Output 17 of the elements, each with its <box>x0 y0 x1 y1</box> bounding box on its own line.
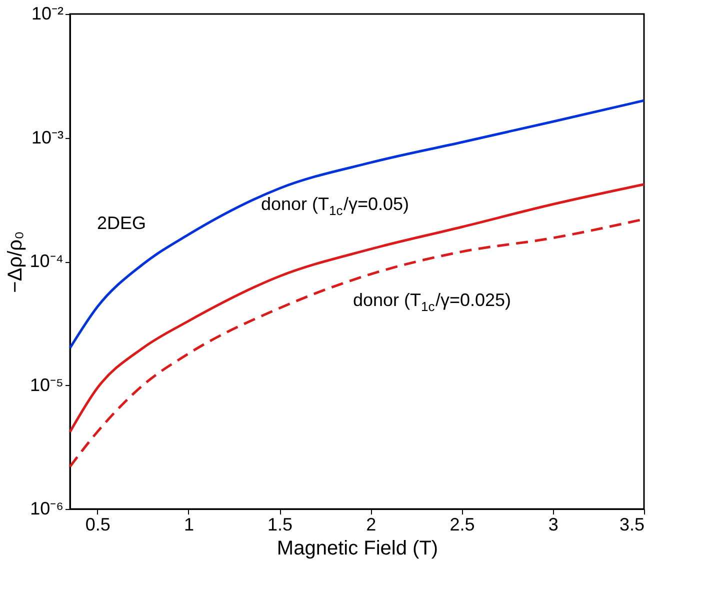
x-tick-label: 0.5 <box>85 514 110 534</box>
x-tick-label: 2.5 <box>450 514 475 534</box>
annotation: 2DEG <box>97 213 146 233</box>
y-axis-title: −Δρ/ρ₀ <box>4 231 27 293</box>
line-series <box>68 99 646 350</box>
y-tick-label: 10⁻⁴ <box>30 251 64 271</box>
x-tick-label: 3 <box>548 514 558 534</box>
x-tick-label: 2 <box>366 514 376 534</box>
x-axis-title: Magnetic Field (T) <box>276 538 438 560</box>
y-tick-label: 10⁻³ <box>31 127 64 148</box>
x-tick-label: 3.5 <box>619 514 644 534</box>
y-tick-label: 10⁻⁵ <box>30 374 64 395</box>
x-tick-label: 1 <box>184 514 194 534</box>
y-tick-label: 10⁻⁶ <box>30 498 64 518</box>
x-tick-label: 1.5 <box>268 514 293 534</box>
line-series <box>68 183 646 434</box>
y-tick-label: 10⁻² <box>31 4 64 24</box>
